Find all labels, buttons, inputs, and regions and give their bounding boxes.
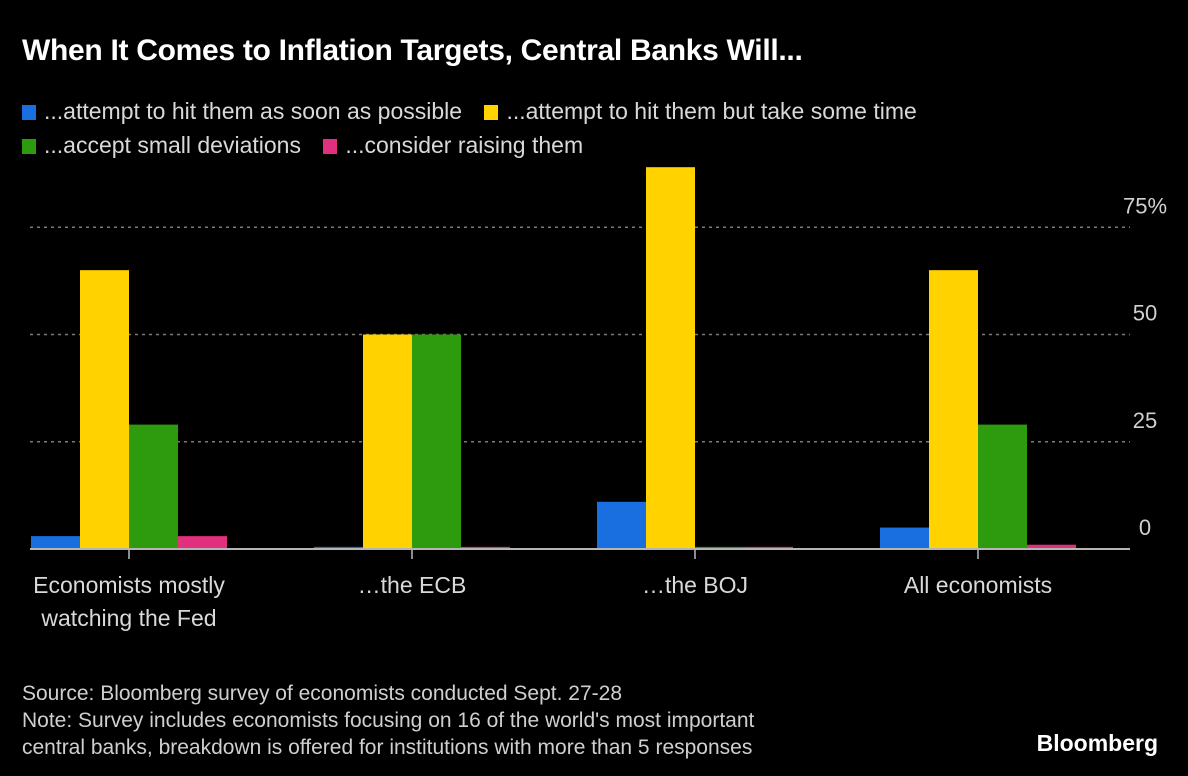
bar	[31, 536, 80, 549]
bloomberg-logo: Bloomberg	[1036, 730, 1158, 756]
bar	[363, 334, 412, 549]
legend-label: ...accept small deviations	[44, 132, 301, 158]
bar	[314, 546, 363, 549]
legend-item-asap: ...attempt to hit them as soon as possib…	[22, 94, 462, 128]
legend-swatch-pink	[323, 139, 338, 154]
source-note: Source: Bloomberg survey of economists c…	[22, 682, 622, 705]
bar	[695, 546, 744, 549]
chart-title: When It Comes to Inflation Targets, Cent…	[22, 34, 803, 67]
legend-swatch-yellow	[484, 105, 499, 120]
bar	[597, 501, 646, 549]
x-tick-label: …the ECB	[358, 572, 467, 598]
legend: ...attempt to hit them as soon as possib…	[22, 94, 1172, 162]
legend-label: ...attempt to hit them as soon as possib…	[44, 98, 463, 124]
bar	[1027, 544, 1076, 549]
bar	[412, 334, 461, 549]
bar	[461, 546, 510, 549]
legend-label: ...consider raising them	[345, 132, 584, 158]
y-tick-label: 0	[1139, 515, 1151, 540]
x-tick-label: All economists	[904, 572, 1052, 598]
legend-swatch-green	[22, 139, 36, 154]
bar	[929, 270, 978, 549]
x-tick-label: …the BOJ	[642, 572, 748, 598]
y-tick-label: 25	[1133, 408, 1157, 433]
bar	[80, 270, 129, 549]
footer: Source: Bloomberg survey of economists c…	[22, 680, 754, 761]
survey-note-line2: central banks, breakdown is offered for …	[22, 736, 753, 759]
bar	[646, 167, 695, 549]
legend-item-deviations: ...accept small deviations	[22, 128, 301, 162]
legend-label: ...attempt to hit them but take some tim…	[506, 98, 917, 124]
y-tick-label: 75%	[1123, 193, 1167, 218]
bar	[129, 424, 178, 549]
x-tick-label: watching the Fed	[40, 605, 216, 631]
legend-swatch-blue	[22, 105, 36, 120]
bar	[978, 424, 1027, 549]
legend-item-raising: ...consider raising them	[323, 128, 583, 162]
y-tick-label: 50	[1133, 301, 1157, 326]
legend-item-take-time: ...attempt to hit them but take some tim…	[484, 94, 917, 128]
bar	[178, 536, 227, 549]
survey-note-line1: Note: Survey includes economists focusin…	[22, 709, 755, 732]
x-tick-label: Economists mostly	[33, 572, 225, 598]
bar	[744, 546, 793, 549]
bar	[880, 527, 929, 549]
